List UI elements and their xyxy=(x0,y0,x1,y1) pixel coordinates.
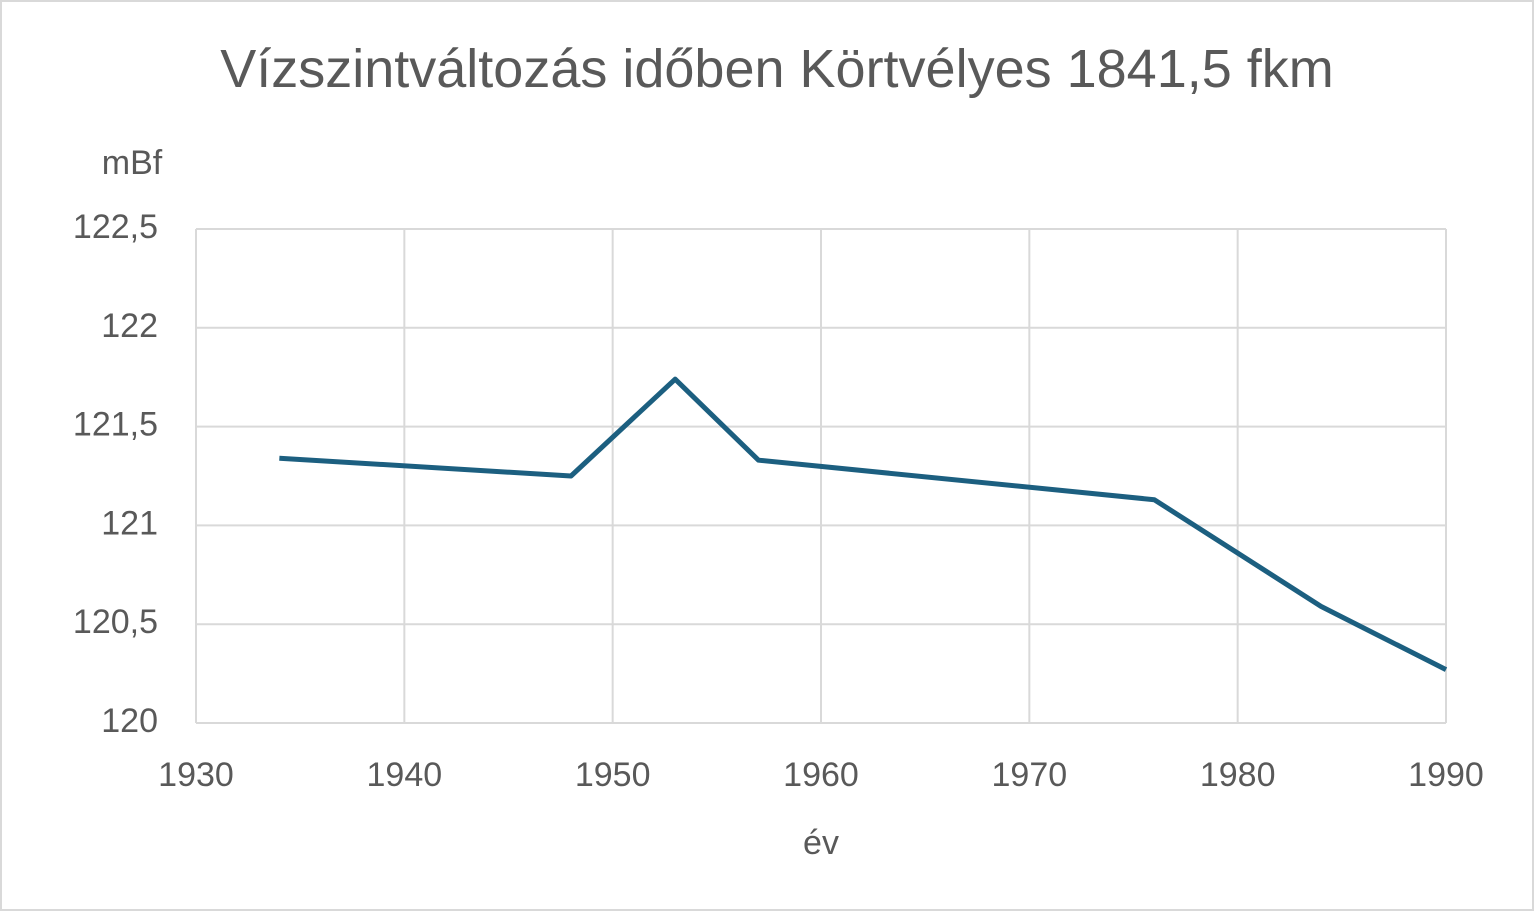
x-tick-label: 1930 xyxy=(158,756,234,794)
x-tick-label: 1990 xyxy=(1408,756,1484,794)
x-tick-label: 1970 xyxy=(992,756,1068,794)
data-line xyxy=(279,376,1448,672)
x-tick-label: 1960 xyxy=(783,756,859,794)
y-tick-label: 121 xyxy=(101,504,158,542)
x-tick-label: 1950 xyxy=(575,756,651,794)
y-axis-label: mBf xyxy=(102,144,163,182)
x-axis-label: év xyxy=(803,824,839,862)
y-tick-label: 121,5 xyxy=(73,406,158,444)
chart-title: Vízszintváltozás időben Körtvélyes 1841,… xyxy=(220,39,1334,99)
y-tick-label: 120 xyxy=(101,702,158,740)
y-tick-label: 122 xyxy=(101,307,158,345)
x-tick-label: 1980 xyxy=(1200,756,1276,794)
y-tick-label: 120,5 xyxy=(73,603,158,641)
y-tick-label: 122,5 xyxy=(73,208,158,246)
x-tick-label: 1940 xyxy=(367,756,443,794)
